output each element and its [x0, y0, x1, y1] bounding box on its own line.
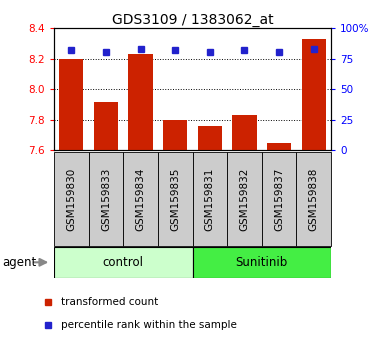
Bar	[54, 247, 192, 278]
Bar	[198, 126, 222, 150]
Text: GSM159831: GSM159831	[205, 167, 215, 231]
Text: GSM159835: GSM159835	[170, 167, 180, 231]
Bar	[192, 152, 227, 246]
Text: GSM159838: GSM159838	[309, 167, 319, 231]
Text: Sunitinib: Sunitinib	[236, 256, 288, 269]
Text: GSM159830: GSM159830	[66, 167, 76, 231]
Title: GDS3109 / 1383062_at: GDS3109 / 1383062_at	[112, 13, 273, 27]
Bar	[267, 143, 291, 150]
Text: percentile rank within the sample: percentile rank within the sample	[62, 320, 237, 330]
Bar	[129, 54, 153, 150]
Bar	[192, 247, 331, 278]
Text: GSM159837: GSM159837	[274, 167, 284, 231]
Bar	[94, 102, 118, 150]
Bar	[296, 152, 331, 246]
Bar	[163, 120, 187, 150]
Text: agent: agent	[2, 256, 36, 269]
Bar	[54, 152, 89, 246]
Text: GSM159834: GSM159834	[136, 167, 146, 231]
Text: GSM159833: GSM159833	[101, 167, 111, 231]
Bar	[262, 152, 296, 246]
Bar	[227, 152, 262, 246]
Bar	[302, 39, 326, 150]
Text: control: control	[103, 256, 144, 269]
Text: transformed count: transformed count	[62, 297, 159, 307]
Bar	[158, 152, 192, 246]
Bar	[123, 152, 158, 246]
Text: GSM159832: GSM159832	[239, 167, 249, 231]
Bar	[59, 59, 84, 150]
Bar	[233, 115, 257, 150]
Bar	[89, 152, 123, 246]
